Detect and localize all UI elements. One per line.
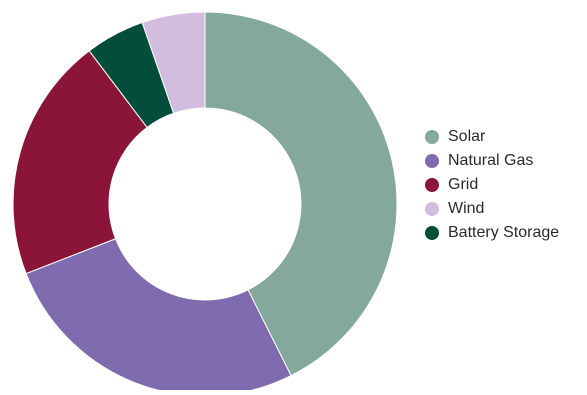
slice-grid bbox=[12, 50, 148, 275]
legend-label: Battery Storage bbox=[448, 224, 560, 241]
legend-item-battery-storage: Battery Storage bbox=[425, 221, 559, 245]
slice-solar bbox=[204, 11, 398, 377]
legend-item-solar: Solar bbox=[425, 125, 559, 149]
legend-swatch bbox=[425, 178, 439, 192]
legend-label: Solar bbox=[448, 128, 486, 145]
legend-label: Natural Gas bbox=[448, 152, 534, 169]
slice-natural-gas bbox=[25, 238, 292, 395]
legend-swatch bbox=[425, 226, 439, 240]
legend-item-grid: Grid bbox=[425, 173, 559, 197]
legend-swatch bbox=[425, 130, 439, 144]
legend-label: Wind bbox=[448, 200, 485, 217]
legend-swatch bbox=[425, 154, 439, 168]
legend-item-wind: Wind bbox=[425, 197, 559, 221]
legend-swatch bbox=[425, 202, 439, 216]
legend-item-natural-gas: Natural Gas bbox=[425, 149, 559, 173]
chart-legend: Solar Natural Gas Grid Wind Battery Storage bbox=[425, 125, 559, 245]
slice-wind bbox=[141, 11, 206, 114]
legend-label: Grid bbox=[448, 176, 479, 193]
